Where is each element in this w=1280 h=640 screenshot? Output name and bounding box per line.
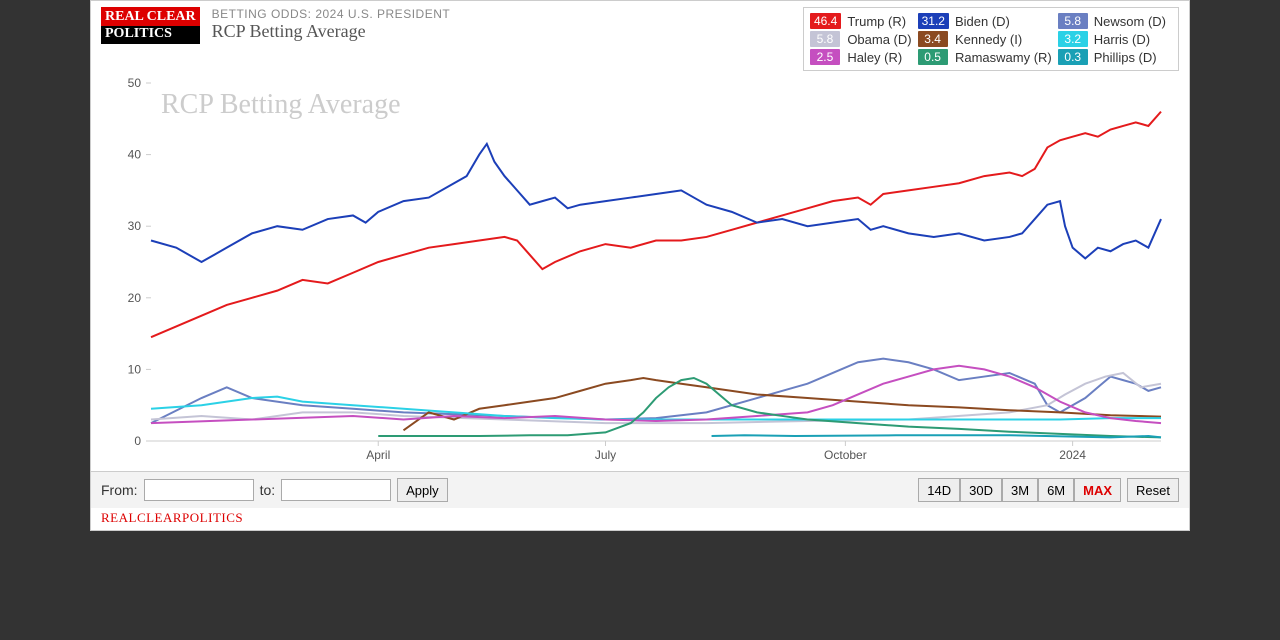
to-label: to: [260,482,276,498]
legend-chip[interactable]: 3.4 [918,31,948,47]
to-input[interactable] [281,479,391,501]
range-button-3m[interactable]: 3M [1002,478,1038,502]
svg-text:10: 10 [128,362,142,376]
series-trump[interactable] [151,112,1161,338]
range-button-6m[interactable]: 6M [1038,478,1074,502]
legend-chip[interactable]: 0.3 [1058,49,1088,65]
legend-label[interactable]: Kennedy (I) [955,30,1058,48]
legend-chip[interactable]: 0.5 [918,49,948,65]
svg-text:40: 40 [128,148,142,162]
line-chart[interactable]: 0 10 20 30 40 50 April July October 2024 [101,71,1181,471]
range-button-max[interactable]: MAX [1074,478,1121,502]
svg-text:20: 20 [128,291,142,305]
chart-card: REAL CLEAR POLITICS BETTING ODDS: 2024 U… [90,0,1190,531]
series-biden[interactable] [151,144,1161,262]
svg-text:30: 30 [128,219,142,233]
chart-watermark: RCP Betting Average [161,89,401,121]
logo-bottom: POLITICS [101,26,200,43]
legend-label[interactable]: Harris (D) [1094,30,1172,48]
legend-label[interactable]: Newsom (D) [1094,12,1172,30]
series-haley[interactable] [151,366,1161,423]
svg-text:April: April [366,448,390,462]
page-title: RCP Betting Average [212,21,451,42]
svg-text:2024: 2024 [1059,448,1086,462]
from-input[interactable] [144,479,254,501]
chart-area: RCP Betting Average 0 10 20 30 40 50 April July… [91,71,1189,471]
svg-text:July: July [595,448,616,462]
rcp-logo: REAL CLEAR POLITICS [101,7,200,44]
legend: 46.4Trump (R)31.2Biden (D)5.8Newsom (D)5… [803,7,1179,71]
legend-chip[interactable]: 5.8 [810,31,840,47]
legend-chip[interactable]: 46.4 [810,13,841,29]
legend-label[interactable]: Obama (D) [847,30,917,48]
range-controls: From: to: Apply 14D30D3M6MMAX Reset [91,471,1189,508]
apply-button[interactable]: Apply [397,478,448,502]
range-button-14d[interactable]: 14D [918,478,960,502]
series-ramaswamy[interactable] [378,378,1161,437]
series-newsom[interactable] [151,359,1161,423]
legend-chip[interactable]: 3.2 [1058,31,1088,47]
series-harris[interactable] [151,397,1161,420]
titles: BETTING ODDS: 2024 U.S. PRESIDENT RCP Be… [212,7,451,42]
svg-text:50: 50 [128,76,142,90]
svg-text:0: 0 [134,434,141,448]
svg-text:October: October [824,448,867,462]
from-label: From: [101,482,138,498]
logo-top: REAL CLEAR [101,7,200,26]
footer-brand: REALCLEARPOLITICS [91,508,1189,530]
legend-label[interactable]: Biden (D) [955,12,1058,30]
range-button-30d[interactable]: 30D [960,478,1002,502]
legend-chip[interactable]: 2.5 [810,49,840,65]
reset-button[interactable]: Reset [1127,478,1179,502]
legend-label[interactable]: Trump (R) [847,12,917,30]
legend-label[interactable]: Phillips (D) [1094,48,1172,66]
legend-chip[interactable]: 5.8 [1058,13,1088,29]
header: REAL CLEAR POLITICS BETTING ODDS: 2024 U… [91,1,1189,71]
subtitle: BETTING ODDS: 2024 U.S. PRESIDENT [212,7,451,21]
legend-label[interactable]: Ramaswamy (R) [955,48,1058,66]
legend-label[interactable]: Haley (R) [847,48,917,66]
legend-chip[interactable]: 31.2 [918,13,949,29]
